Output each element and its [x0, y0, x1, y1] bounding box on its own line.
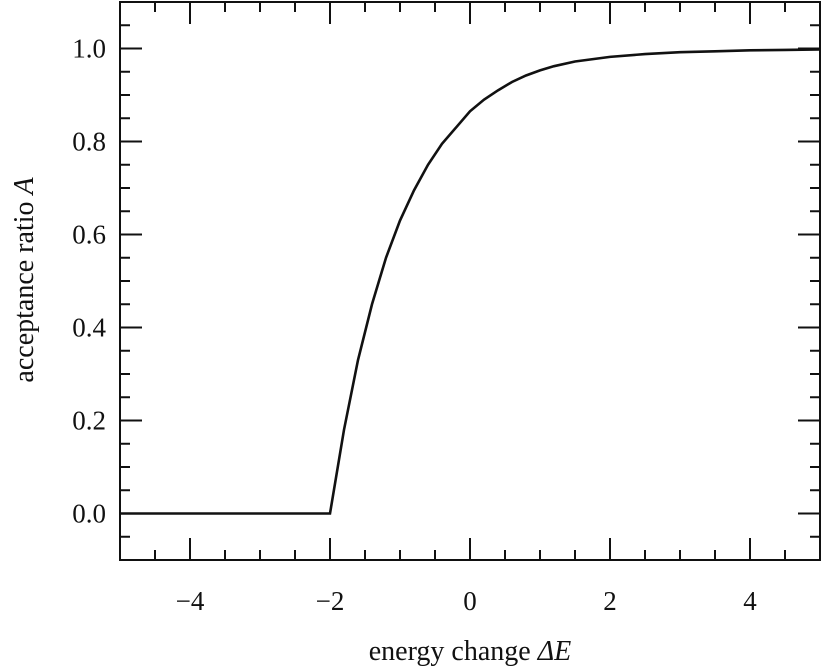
y-tick-label: 0.2 [72, 406, 106, 436]
y-axis-label: acceptance ratio A [9, 177, 40, 383]
x-tick-label: 0 [463, 586, 477, 616]
axis-ticks [120, 2, 820, 560]
y-tick-label: 0.0 [72, 499, 106, 529]
tick-labels: −4 −2 0 2 4 0.0 0.2 0.4 0.6 0.8 1.0 [72, 34, 757, 617]
acceptance-curve [120, 48, 821, 515]
y-axis-label-text: acceptance ratio [9, 195, 40, 383]
y-tick-label: 0.6 [72, 220, 106, 250]
y-tick-label: 0.8 [72, 127, 106, 157]
plot-frame [119, 1, 821, 561]
x-axis-label-symbol: ΔE [537, 636, 572, 667]
y-tick-label: 1.0 [72, 34, 106, 64]
x-tick-label: −4 [176, 586, 205, 616]
y-axis-label-symbol: A [9, 177, 40, 197]
x-axis-label: energy change ΔE [369, 636, 572, 667]
x-tick-label: −2 [316, 586, 345, 616]
x-tick-label: 4 [743, 586, 757, 616]
x-tick-label: 2 [603, 586, 617, 616]
x-axis-label-text: energy change [369, 636, 538, 667]
y-tick-label: 0.4 [72, 313, 106, 343]
